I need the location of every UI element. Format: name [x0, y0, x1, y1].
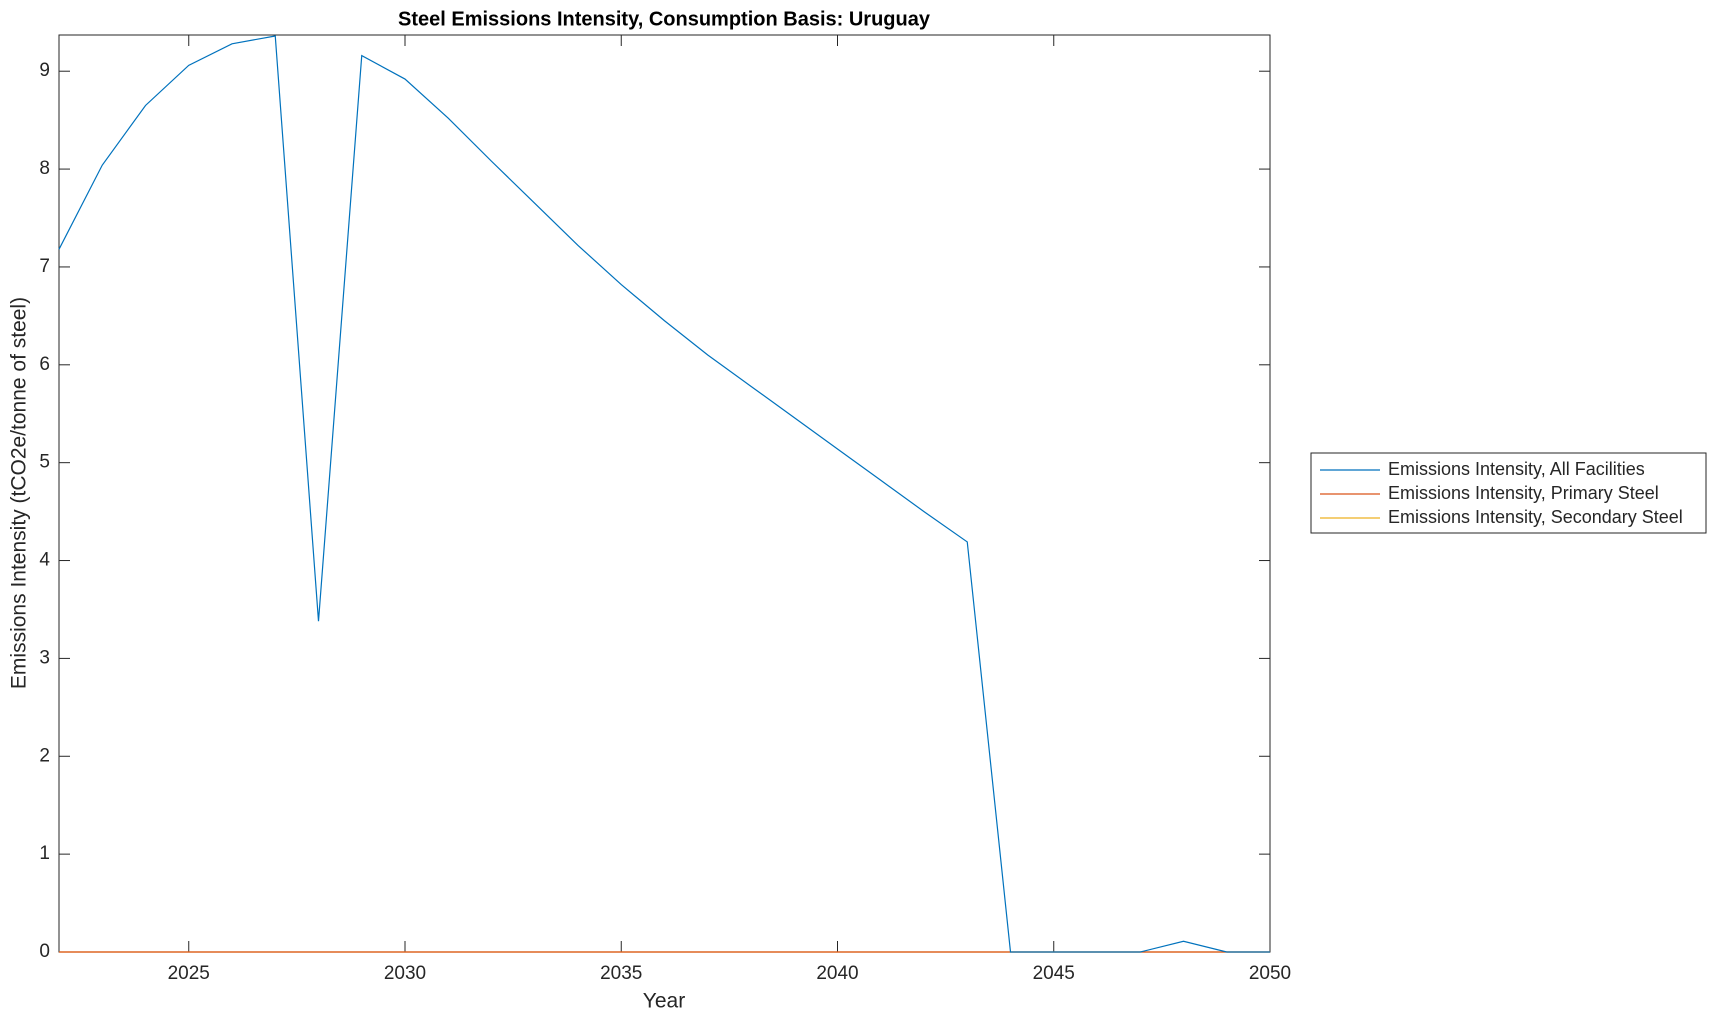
x-tick-label: 2035 — [600, 963, 642, 984]
y-tick-label: 6 — [39, 354, 50, 375]
legend-label: Emissions Intensity, All Facilities — [1388, 459, 1645, 479]
x-tick-label: 2040 — [816, 963, 858, 984]
y-tick-label: 7 — [39, 256, 50, 277]
y-tick-label: 3 — [39, 647, 50, 668]
y-tick-label: 8 — [39, 158, 50, 179]
x-axis-label: Year — [643, 990, 685, 1013]
x-tick-label: 2050 — [1249, 963, 1291, 984]
chart-title: Steel Emissions Intensity, Consumption B… — [398, 8, 931, 30]
plot-area — [58, 34, 1271, 953]
y-tick-label: 1 — [39, 843, 50, 864]
series-line — [58, 35, 1270, 953]
legend-box — [1310, 452, 1707, 534]
y-tick-label: 0 — [39, 941, 50, 962]
legend-label: Emissions Intensity, Primary Steel — [1388, 483, 1659, 503]
y-tick-label: 4 — [39, 550, 50, 571]
y-axis-label: Emissions Intensity (tCO2e/tonne of stee… — [8, 297, 31, 689]
x-tick-label: 2045 — [1033, 963, 1075, 984]
legend-label: Emissions Intensity, Secondary Steel — [1388, 507, 1683, 527]
y-tick-label: 2 — [39, 745, 50, 766]
x-tick-label: 2025 — [168, 963, 210, 984]
y-tick-label: 9 — [39, 60, 50, 81]
y-tick-label: 5 — [39, 452, 50, 473]
x-tick-label: 2030 — [384, 963, 426, 984]
